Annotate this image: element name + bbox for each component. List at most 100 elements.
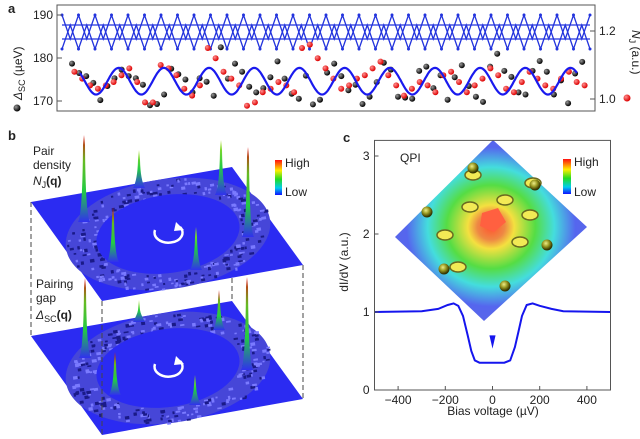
ring-texture (186, 279, 192, 284)
black-data-point (565, 100, 572, 107)
ring-texture (157, 187, 162, 191)
lattice-site (357, 13, 361, 17)
ring-texture (113, 405, 117, 410)
ring-texture (237, 343, 240, 345)
red-data-point (299, 45, 305, 51)
panel-c-axes: −400 −200 0 200 400 0 1 2 3 (363, 139, 611, 407)
ring-texture (235, 244, 241, 249)
ring-texture (179, 323, 185, 327)
ring-texture (196, 325, 201, 328)
ring-texture (258, 217, 262, 222)
ring-texture (261, 216, 267, 220)
black-data-point (253, 89, 260, 96)
lattice-site (572, 47, 575, 51)
red-data-point (463, 89, 470, 96)
lattice-site (275, 13, 278, 17)
red-data-point (157, 62, 164, 68)
ring-texture (172, 411, 175, 415)
right-tick-label: 1.0 (599, 92, 616, 106)
lattice-site (176, 47, 179, 51)
peak-spike (109, 352, 121, 395)
ring-texture (184, 182, 188, 186)
lattice-site (225, 13, 229, 17)
ring-texture (83, 237, 86, 242)
ring-texture (146, 275, 149, 278)
y-tick-label: 0 (363, 383, 370, 397)
ring-texture (92, 369, 98, 374)
x-tick-label: −400 (385, 393, 412, 407)
red-data-point (181, 85, 188, 92)
ring-texture (126, 274, 130, 278)
ring-texture (98, 278, 104, 283)
red-data-point (71, 68, 78, 75)
ring-texture (69, 247, 74, 251)
lattice-site (407, 47, 410, 51)
ring-texture (133, 412, 138, 417)
ring-texture (167, 190, 171, 194)
ring-texture (146, 281, 151, 284)
ring-texture (102, 349, 106, 353)
ring-texture (180, 405, 185, 409)
ring-texture (254, 338, 260, 341)
ring-texture (191, 413, 194, 416)
left-tick-label: 190 (33, 8, 53, 22)
ring-texture (82, 228, 85, 232)
dashed-connectors (30, 202, 304, 398)
ring-texture (166, 184, 169, 187)
black-data-point (97, 97, 104, 104)
lattice-site (473, 47, 476, 51)
black-data-point (338, 73, 345, 80)
lattice-site (456, 13, 460, 17)
ring-texture (90, 403, 94, 407)
ring-texture (218, 196, 222, 200)
red-data-point (291, 89, 298, 96)
lattice-site (522, 13, 526, 17)
ring-texture (178, 318, 184, 322)
lattice-site (308, 47, 311, 51)
ring-texture (84, 395, 89, 400)
y-tick-label: 1 (363, 305, 370, 319)
black-data-point (451, 74, 458, 81)
qpi-lobe (496, 194, 514, 206)
ring-texture (252, 218, 258, 223)
ring-texture (199, 318, 203, 321)
ring-texture (238, 260, 243, 263)
ring-texture (251, 351, 255, 355)
ring-texture (234, 332, 237, 335)
red-data-point (314, 55, 321, 62)
ring-texture (232, 190, 237, 195)
ring-texture (222, 258, 226, 262)
lattice-site (110, 47, 113, 51)
ring-texture (78, 239, 82, 242)
red-data-point (338, 85, 345, 92)
ring-texture (104, 343, 108, 347)
ring-texture (79, 400, 84, 404)
ring-texture (101, 277, 106, 282)
red-data-point (134, 79, 141, 85)
lattice-site (93, 13, 97, 17)
ring-texture (183, 274, 188, 279)
ring-texture (225, 400, 230, 404)
ring-texture (191, 181, 197, 185)
ring-texture (259, 209, 265, 213)
ring-texture (173, 314, 176, 318)
red-data-point (377, 58, 384, 65)
ring-texture (91, 358, 97, 363)
ring-texture (162, 282, 166, 286)
colorbar-c-high: High (574, 155, 599, 169)
ring-texture (110, 269, 114, 274)
red-data-point (401, 92, 407, 99)
ring-texture (79, 249, 83, 252)
ring-texture (112, 329, 118, 334)
red-data-point (542, 82, 549, 89)
ring-texture (243, 194, 246, 197)
qpi-inset-image (395, 140, 587, 321)
ring-texture (255, 203, 260, 206)
ring-texture (90, 340, 93, 344)
ring-texture (182, 314, 186, 318)
qpi-lobe (461, 201, 479, 213)
ring-texture (102, 404, 107, 408)
ring-texture (176, 313, 182, 317)
ring-texture (225, 256, 231, 261)
lattice-site (209, 13, 212, 17)
